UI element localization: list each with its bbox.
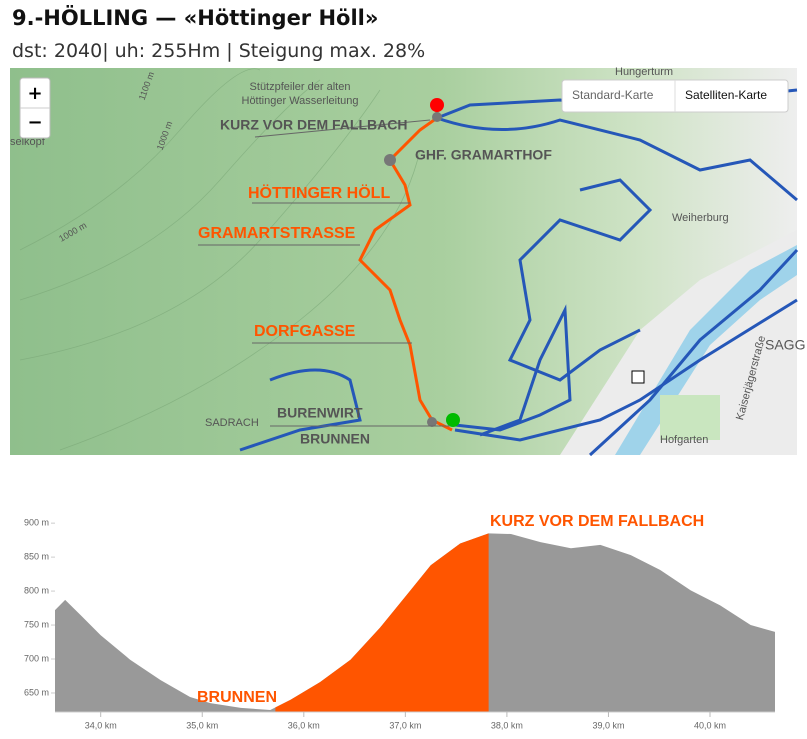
route-label: DORFGASSE — [254, 323, 356, 340]
annotation: BRUNNEN — [197, 689, 277, 706]
place-label: SAGG — [765, 337, 805, 353]
waypoint — [384, 154, 396, 166]
x-tick-label: 34,0 km — [85, 720, 117, 730]
place-label: SADRACH — [205, 417, 259, 429]
route-label: BRUNNEN — [300, 431, 370, 447]
place-label: Stützpfeiler der alten — [250, 81, 351, 93]
zoom-control: + − — [19, 77, 51, 139]
layer-button[interactable]: Satelliten-Karte — [685, 88, 767, 102]
x-tick-label: 38,0 km — [491, 720, 523, 730]
zoom-in[interactable]: + — [27, 83, 42, 104]
map: Stützpfeiler der alten Höttinger Wasserl… — [10, 66, 805, 457]
layer-button[interactable]: Standard-Karte — [572, 88, 654, 102]
x-tick-label: 36,0 km — [288, 720, 320, 730]
y-tick-label: 750 m — [24, 619, 49, 629]
y-tick-label: 850 m — [24, 551, 49, 561]
x-tick-label: 40,0 km — [694, 720, 726, 730]
start-marker — [446, 413, 460, 427]
highlight-area — [275, 533, 489, 712]
y-tick-label: 800 m — [24, 585, 49, 595]
route-label: GHF. GRAMARTHOF — [415, 147, 552, 163]
route-label: HÖTTINGER HÖLL — [248, 183, 390, 202]
zoom-out[interactable]: − — [27, 112, 42, 133]
route-label: BURENWIRT — [277, 405, 363, 421]
place-label: Weiherburg — [672, 212, 729, 224]
x-tick-label: 37,0 km — [389, 720, 421, 730]
route-label: KURZ VOR DEM FALLBACH — [220, 117, 407, 133]
y-tick-label: 900 m — [24, 518, 49, 528]
finish-flag — [631, 370, 645, 384]
waypoint — [427, 417, 437, 427]
subtitle: dst: 2040| uh: 255Hm | Steigung max. 28% — [12, 40, 426, 62]
x-tick-label: 35,0 km — [186, 720, 218, 730]
place-label: Hungerturm — [615, 66, 673, 78]
y-tick-label: 700 m — [24, 653, 49, 663]
x-tick-label: 39,0 km — [592, 720, 624, 730]
annotation: KURZ VOR DEM FALLBACH — [490, 513, 704, 530]
place-label: Hofgarten — [660, 434, 708, 446]
layer-switch: Standard-Karte Satelliten-Karte — [561, 79, 789, 113]
route-label: GRAMARTSTRASSE — [198, 225, 356, 242]
waypoint — [432, 112, 442, 122]
park — [660, 395, 720, 440]
place-label: Höttinger Wasserleitung — [242, 95, 359, 107]
title: 9.-HÖLLING — «Höttinger Höll» — [12, 6, 379, 30]
place-label: selkopf — [10, 136, 46, 148]
route-highlight — [358, 108, 453, 432]
y-tick-label: 650 m — [24, 687, 49, 697]
end-marker — [430, 98, 444, 112]
label-leaders — [198, 119, 450, 427]
elevation-chart: 650 m 700 m 750 m 800 m 850 m 900 m 34,0 km 35,… — [24, 513, 775, 730]
